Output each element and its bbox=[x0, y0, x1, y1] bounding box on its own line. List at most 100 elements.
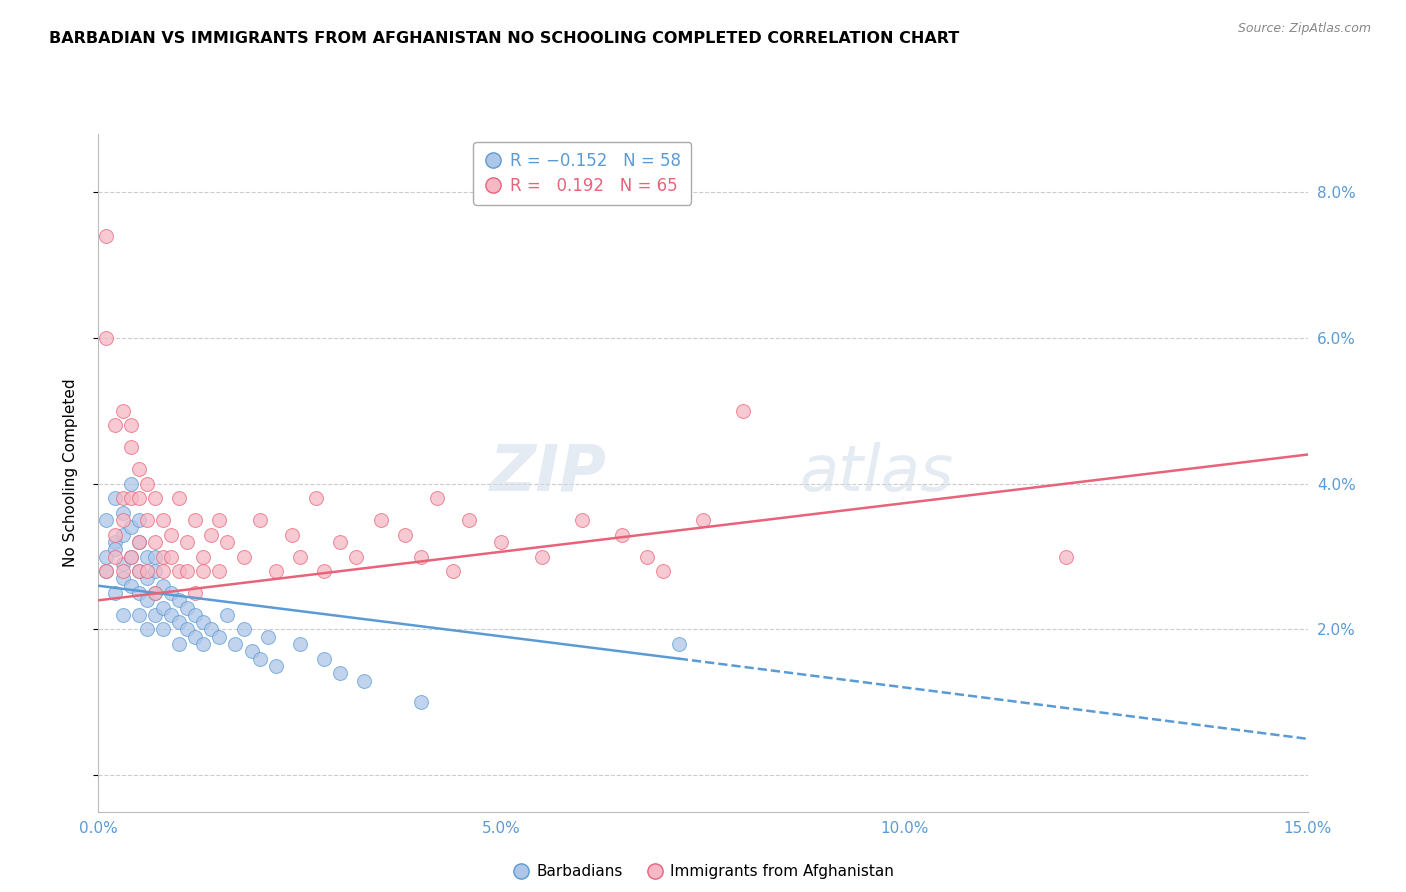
Point bbox=[208, 630, 231, 644]
Point bbox=[167, 564, 190, 578]
Point bbox=[193, 637, 215, 651]
Point bbox=[193, 564, 215, 578]
Point bbox=[200, 623, 222, 637]
Point bbox=[305, 491, 328, 506]
Point bbox=[143, 549, 166, 564]
Point bbox=[152, 579, 174, 593]
Point bbox=[103, 535, 125, 549]
Point bbox=[103, 418, 125, 433]
Point bbox=[135, 549, 157, 564]
Point bbox=[394, 527, 416, 541]
Point bbox=[184, 607, 207, 622]
Point bbox=[208, 564, 231, 578]
Point bbox=[208, 513, 231, 527]
Point bbox=[111, 513, 134, 527]
Point bbox=[264, 564, 287, 578]
Point bbox=[103, 549, 125, 564]
Point bbox=[193, 549, 215, 564]
Point bbox=[224, 637, 246, 651]
Legend: Barbadians, Immigrants from Afghanistan: Barbadians, Immigrants from Afghanistan bbox=[506, 858, 900, 886]
Point bbox=[152, 600, 174, 615]
Point bbox=[103, 527, 125, 541]
Point bbox=[409, 695, 432, 709]
Point bbox=[103, 586, 125, 600]
Point bbox=[103, 542, 125, 557]
Point bbox=[111, 557, 134, 571]
Text: Source: ZipAtlas.com: Source: ZipAtlas.com bbox=[1237, 22, 1371, 36]
Point bbox=[329, 535, 352, 549]
Point bbox=[651, 564, 673, 578]
Point bbox=[160, 549, 183, 564]
Point bbox=[160, 607, 183, 622]
Point bbox=[135, 593, 157, 607]
Point bbox=[96, 331, 118, 345]
Point bbox=[128, 491, 150, 506]
Point bbox=[167, 615, 190, 630]
Text: atlas: atlas bbox=[800, 442, 955, 504]
Point bbox=[353, 673, 375, 688]
Point bbox=[111, 404, 134, 418]
Point bbox=[135, 476, 157, 491]
Point bbox=[111, 571, 134, 585]
Point bbox=[143, 535, 166, 549]
Point bbox=[612, 527, 634, 541]
Point bbox=[314, 564, 336, 578]
Point bbox=[120, 491, 142, 506]
Point bbox=[184, 513, 207, 527]
Point bbox=[128, 462, 150, 476]
Point bbox=[370, 513, 392, 527]
Text: ZIP: ZIP bbox=[489, 442, 606, 504]
Point bbox=[264, 659, 287, 673]
Point bbox=[96, 513, 118, 527]
Point bbox=[152, 564, 174, 578]
Point bbox=[96, 549, 118, 564]
Point bbox=[120, 579, 142, 593]
Point bbox=[193, 615, 215, 630]
Point bbox=[128, 535, 150, 549]
Point bbox=[128, 513, 150, 527]
Point bbox=[111, 564, 134, 578]
Point bbox=[217, 607, 239, 622]
Point bbox=[111, 491, 134, 506]
Point bbox=[96, 228, 118, 243]
Point bbox=[281, 527, 304, 541]
Point bbox=[571, 513, 593, 527]
Point bbox=[96, 564, 118, 578]
Point bbox=[530, 549, 553, 564]
Y-axis label: No Schooling Completed: No Schooling Completed bbox=[63, 378, 77, 567]
Point bbox=[135, 564, 157, 578]
Point bbox=[143, 564, 166, 578]
Point bbox=[128, 564, 150, 578]
Point bbox=[176, 623, 198, 637]
Point bbox=[103, 491, 125, 506]
Point bbox=[152, 623, 174, 637]
Point bbox=[491, 535, 513, 549]
Point bbox=[184, 586, 207, 600]
Point bbox=[135, 571, 157, 585]
Point bbox=[167, 593, 190, 607]
Point bbox=[217, 535, 239, 549]
Point bbox=[240, 644, 263, 658]
Point bbox=[176, 535, 198, 549]
Point bbox=[249, 513, 271, 527]
Point bbox=[135, 513, 157, 527]
Point bbox=[143, 491, 166, 506]
Point bbox=[143, 586, 166, 600]
Point bbox=[120, 549, 142, 564]
Point bbox=[200, 527, 222, 541]
Point bbox=[111, 506, 134, 520]
Point bbox=[176, 600, 198, 615]
Point bbox=[232, 549, 254, 564]
Text: BARBADIAN VS IMMIGRANTS FROM AFGHANISTAN NO SCHOOLING COMPLETED CORRELATION CHAR: BARBADIAN VS IMMIGRANTS FROM AFGHANISTAN… bbox=[49, 31, 959, 46]
Point bbox=[1054, 549, 1077, 564]
Point bbox=[128, 564, 150, 578]
Point bbox=[288, 637, 311, 651]
Point bbox=[668, 637, 690, 651]
Point bbox=[143, 607, 166, 622]
Point bbox=[344, 549, 367, 564]
Point bbox=[458, 513, 481, 527]
Point bbox=[152, 549, 174, 564]
Point bbox=[441, 564, 464, 578]
Point bbox=[128, 607, 150, 622]
Point bbox=[167, 637, 190, 651]
